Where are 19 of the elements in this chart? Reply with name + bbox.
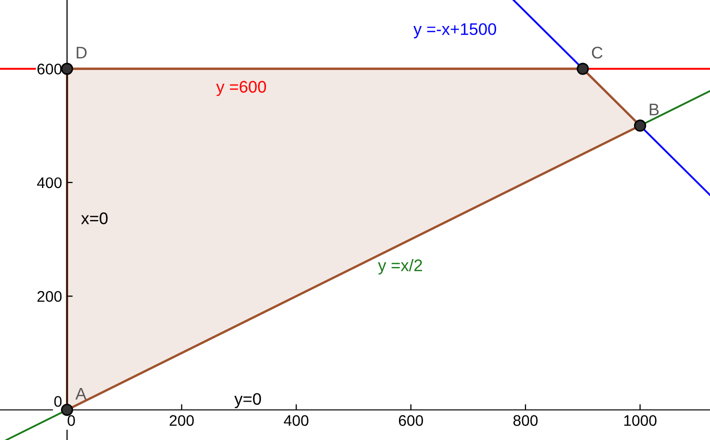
data-label: A	[75, 388, 86, 400]
data-label: B	[650, 104, 659, 116]
series-label: y =x/2	[378, 258, 422, 275]
x-tick-label: 0	[68, 415, 75, 426]
annotation: x=0	[81, 212, 108, 224]
data-label: D	[76, 46, 87, 58]
annotation: y=0	[234, 393, 261, 408]
y-tick-label: 0	[54, 396, 62, 407]
x-tick-label: 1000	[624, 415, 656, 426]
x-tick-label: 200	[170, 415, 194, 426]
series-label: y =600	[216, 80, 266, 96]
x-tick-label: 600	[398, 415, 424, 426]
data-label: C	[592, 46, 603, 59]
series-label: y =-x+1500	[413, 23, 496, 38]
y-tick-label: 200	[37, 291, 62, 302]
x-tick-label: 800	[513, 415, 538, 426]
y-tick-label: 600	[37, 64, 62, 74]
x-tick-label: 400	[284, 415, 308, 426]
y-tick-label: 400	[37, 177, 62, 188]
